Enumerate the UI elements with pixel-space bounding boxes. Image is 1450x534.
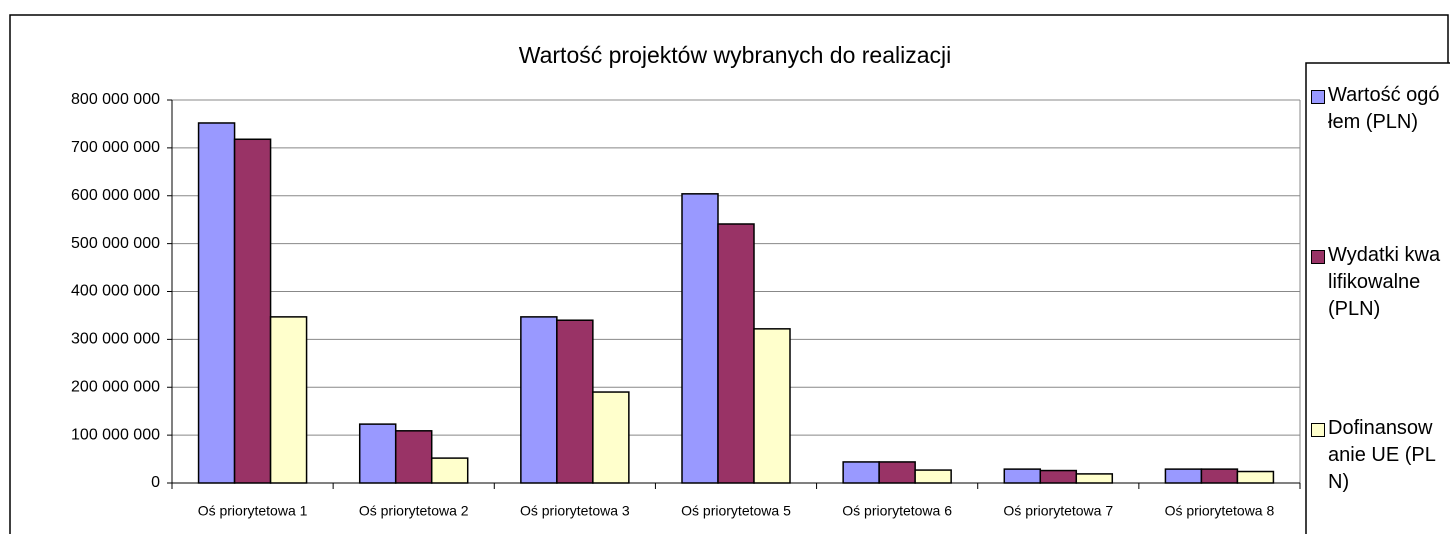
y-tick-label: 800 000 000 — [71, 91, 160, 108]
y-tick-label: 500 000 000 — [71, 235, 160, 252]
y-tick-label: 700 000 000 — [71, 139, 160, 156]
x-tick-label: Oś priorytetowa 7 — [1003, 503, 1113, 519]
bar — [394, 430, 433, 484]
bar — [197, 122, 236, 484]
y-tick-label: 0 — [151, 474, 160, 491]
legend-box — [1305, 62, 1450, 534]
legend-swatch — [1311, 250, 1325, 264]
bar — [358, 423, 397, 484]
bar — [1003, 468, 1042, 484]
x-tick-label: Oś priorytetowa 2 — [359, 503, 469, 519]
legend-swatch — [1311, 423, 1325, 437]
bar — [1200, 468, 1239, 484]
bar — [1164, 468, 1203, 484]
bar — [753, 328, 791, 484]
x-tick-label: Oś priorytetowa 1 — [198, 503, 308, 519]
x-tick-label: Oś priorytetowa 3 — [520, 503, 630, 519]
bar — [914, 469, 952, 484]
y-tick-label: 100 000 000 — [71, 426, 160, 443]
y-tick-label: 200 000 000 — [71, 378, 160, 395]
bar — [878, 461, 916, 484]
bar — [556, 319, 594, 484]
y-tick-label: 600 000 000 — [71, 187, 160, 204]
bar — [430, 457, 469, 484]
legend-label: Wydatki kwalifikowalne (PLN) — [1328, 244, 1441, 320]
bar — [717, 223, 755, 484]
bar — [1236, 470, 1275, 484]
y-tick-label: 400 000 000 — [71, 283, 160, 300]
bar — [1039, 469, 1078, 484]
x-tick-label: Oś priorytetowa 5 — [681, 503, 791, 519]
bar — [842, 461, 880, 484]
x-tick-label: Oś priorytetowa 6 — [842, 503, 952, 519]
bar — [269, 316, 308, 484]
legend-label: Wartość ogółem (PLN) — [1328, 84, 1440, 133]
bar — [681, 193, 719, 484]
bar — [233, 138, 272, 484]
bar — [592, 391, 630, 484]
chart-title: Wartość projektów wybranych do realizacj… — [519, 42, 951, 68]
legend-swatch — [1311, 90, 1325, 104]
x-tick-label: Oś priorytetowa 8 — [1165, 503, 1275, 519]
bar — [520, 316, 558, 484]
y-tick-label: 300 000 000 — [71, 331, 160, 348]
bar — [1075, 473, 1114, 484]
legend-label: Dofinansowanie UE (PLN) — [1328, 417, 1436, 493]
